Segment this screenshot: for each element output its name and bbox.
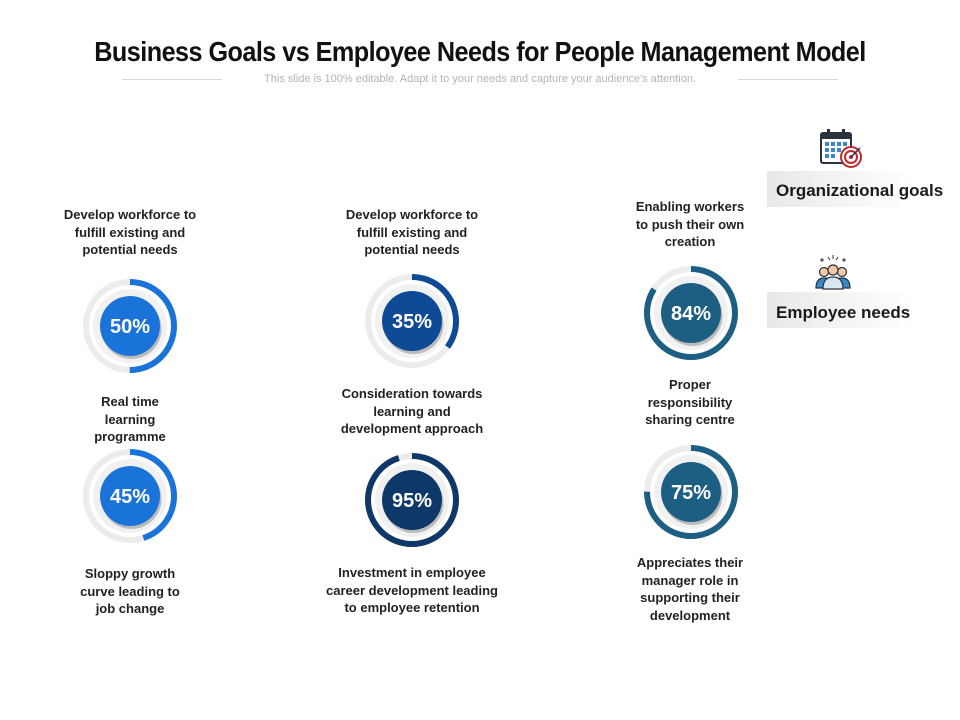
page-title: Business Goals vs Employee Needs for Peo… (94, 36, 866, 67)
gauge-75: 75% (644, 445, 738, 539)
gauge-inner-disc (100, 296, 160, 356)
label-enabling-workers: Enabling workers to push their own creatio… (635, 199, 745, 249)
gauge-arc-84 (644, 266, 738, 360)
gauge-inner-disc (661, 462, 721, 522)
gauge-inner-disc (382, 470, 442, 530)
legend-org-goals-label: Organizational goals (776, 181, 944, 200)
subtitle-rule-left (122, 79, 222, 80)
gauge-inner-disc (382, 291, 442, 351)
gauge-inner-disc (100, 466, 160, 526)
gauge-arc-95 (365, 453, 459, 547)
team-people-icon (815, 255, 851, 290)
gauge-arc-45 (83, 449, 177, 543)
label-appreciates-manager: Appreciates their manager role in supporti… (636, 555, 744, 623)
page-subtitle: This slide is 100% editable. Adapt it to… (264, 73, 696, 85)
gauge-arc-50 (83, 279, 177, 373)
label-develop-workforce-2: Develop workforce to fulfill existing and… (345, 207, 479, 257)
gauge-arc-35 (365, 274, 459, 368)
gauge-value-label: 95% (392, 490, 432, 512)
gauge-84: 84% (644, 266, 738, 360)
gauge-45: 45% (83, 449, 177, 543)
legend-org-goals-box (767, 171, 937, 207)
legend-employee-needs-label: Employee needs (776, 303, 911, 322)
subtitle-rule-right (738, 79, 838, 80)
gauge-35: 35% (365, 274, 459, 368)
gauge-value-label: 45% (110, 486, 150, 508)
label-consideration-learning: Consideration towards learning and develop… (340, 386, 484, 436)
legend-employee-needs-box (767, 292, 937, 328)
gauge-value-label: 84% (671, 303, 711, 325)
label-develop-workforce-1: Develop workforce to fulfill existing and… (63, 207, 197, 257)
gauge-95: 95% (365, 453, 459, 547)
gauge-arc-75 (644, 445, 738, 539)
label-investment-employee: Investment in employee career development… (326, 565, 498, 615)
gauge-50: 50% (83, 279, 177, 373)
gauge-value-label: 50% (110, 316, 150, 338)
calendar-target-icon (820, 129, 862, 168)
gauge-inner-disc (661, 283, 721, 343)
label-real-time-learning: Real time learning programme (94, 394, 166, 444)
gauge-value-label: 35% (392, 311, 432, 333)
label-proper-responsibility: Proper responsibility sharing centre (645, 377, 735, 427)
label-sloppy-growth: Sloppy growth curve leading to job change (80, 566, 180, 616)
gauge-value-label: 75% (671, 482, 711, 504)
